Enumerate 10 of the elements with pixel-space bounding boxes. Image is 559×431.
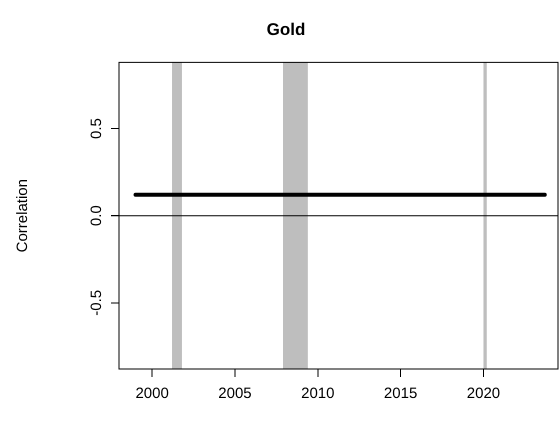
x-tick-label: 2015: [384, 385, 418, 402]
x-tick-label: 2020: [466, 385, 500, 402]
x-tick-label: 2005: [218, 385, 252, 402]
x-tick-label: 2010: [301, 385, 334, 402]
x-tick-label: 2000: [135, 385, 169, 402]
chart-title: Gold: [266, 20, 306, 39]
y-axis-title: Correlation: [14, 179, 32, 252]
y-tick-label: 0.0: [88, 205, 106, 226]
y-tick-label: 0.5: [88, 118, 106, 140]
y-tick-label: -0.5: [88, 290, 106, 316]
